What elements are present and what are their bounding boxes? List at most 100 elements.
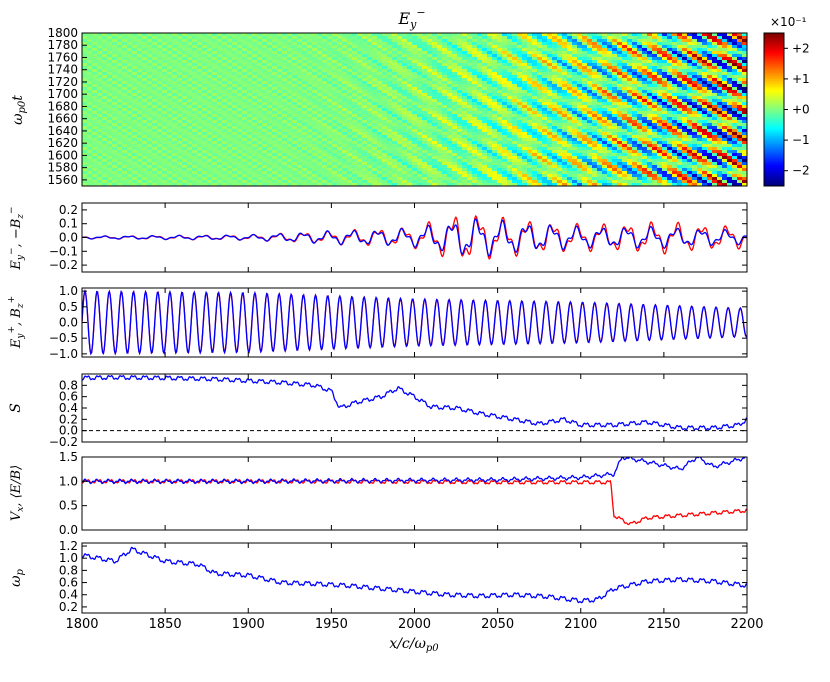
heatmap-cell	[342, 75, 348, 79]
heatmap-cell	[472, 147, 478, 151]
heatmap-cell	[182, 129, 188, 133]
heatmap-cell	[227, 33, 233, 37]
heatmap-cell	[472, 150, 478, 154]
heatmap-cell	[402, 108, 408, 112]
heatmap-cell	[537, 105, 543, 109]
heatmap-cell	[422, 150, 428, 154]
heatmap-cell	[502, 123, 508, 127]
heatmap-cell	[552, 111, 558, 115]
heatmap-cell	[232, 75, 238, 79]
heatmap-cell	[137, 102, 143, 106]
heatmap-cell	[162, 48, 168, 52]
heatmap-cell	[172, 120, 178, 124]
heatmap-cell	[537, 132, 543, 136]
heatmap-cell	[362, 54, 368, 58]
heatmap-cell	[297, 105, 303, 109]
heatmap-cell	[247, 51, 253, 55]
heatmap-cell	[377, 123, 383, 127]
heatmap-cell	[142, 99, 148, 103]
heatmap-cell	[262, 141, 268, 145]
heatmap-cell	[212, 150, 218, 154]
heatmap-cell	[332, 135, 338, 139]
heatmap-cell	[427, 36, 433, 40]
heatmap-cell	[92, 138, 98, 142]
heatmap-cell	[232, 84, 238, 88]
heatmap-cell	[372, 180, 378, 184]
heatmap-cell	[367, 177, 373, 181]
heatmap-cell	[517, 138, 523, 142]
heatmap-cell	[272, 51, 278, 55]
heatmap-cell	[137, 138, 143, 142]
heatmap-cell	[427, 150, 433, 154]
heatmap-cell	[297, 174, 303, 178]
heatmap-cell	[382, 156, 388, 160]
heatmap-cell	[107, 45, 113, 49]
heatmap-cell	[157, 168, 163, 172]
heatmap-cell	[502, 162, 508, 166]
heatmap-cell	[537, 33, 543, 37]
heatmap-cell	[397, 33, 403, 37]
heatmap-cell	[217, 135, 223, 139]
heatmap-cell	[462, 153, 468, 157]
heatmap-cell	[527, 117, 533, 121]
heatmap-cell	[122, 156, 128, 160]
heatmap-cell	[277, 51, 283, 55]
heatmap-cell	[297, 153, 303, 157]
heatmap-cell	[382, 159, 388, 163]
heatmap-cell	[172, 99, 178, 103]
heatmap-cell	[287, 168, 293, 172]
heatmap-cell	[167, 75, 173, 79]
heatmap-cell	[332, 57, 338, 61]
heatmap-cell	[482, 162, 488, 166]
heatmap-cell	[457, 111, 463, 115]
heatmap-cell	[557, 156, 563, 160]
heatmap-cell	[207, 174, 213, 178]
heatmap-cell	[217, 93, 223, 97]
heatmap-cell	[112, 114, 118, 118]
heatmap-cell	[82, 69, 88, 73]
heatmap-cell	[407, 93, 413, 97]
heatmap-cell	[317, 126, 323, 130]
heatmap-cell	[202, 147, 208, 151]
heatmap-cell	[362, 111, 368, 115]
heatmap-cell	[282, 168, 288, 172]
heatmap-cell	[297, 177, 303, 181]
heatmap-cell	[547, 159, 553, 163]
heatmap-cell	[472, 135, 478, 139]
heatmap-cell	[237, 69, 243, 73]
heatmap-cell	[327, 153, 333, 157]
heatmap-cell	[402, 93, 408, 97]
heatmap-cell	[462, 126, 468, 130]
heatmap-cell	[477, 174, 483, 178]
heatmap-cell	[252, 99, 258, 103]
heatmap-cell	[122, 105, 128, 109]
heatmap-cell	[277, 108, 283, 112]
heatmap-cell	[487, 138, 493, 142]
heatmap-cell	[477, 51, 483, 55]
heatmap-cell	[367, 48, 373, 52]
heatmap-cell	[247, 63, 253, 67]
heatmap-cell	[177, 81, 183, 85]
heatmap-cell	[412, 66, 418, 70]
heatmap-cell	[507, 180, 513, 184]
heatmap-cell	[542, 84, 548, 88]
heatmap-cell	[557, 93, 563, 97]
heatmap-cell	[532, 141, 538, 145]
heatmap-cell	[207, 114, 213, 118]
heatmap-cell	[392, 102, 398, 106]
heatmap-cell	[232, 156, 238, 160]
heatmap-cell	[337, 69, 343, 73]
heatmap-cell	[152, 153, 158, 157]
heatmap-cell	[272, 168, 278, 172]
heatmap-cell	[347, 123, 353, 127]
heatmap-cell	[187, 72, 193, 76]
heatmap-cell	[227, 54, 233, 58]
heatmap-cell	[512, 132, 518, 136]
heatmap-cell	[457, 135, 463, 139]
heatmap-cell	[402, 99, 408, 103]
heatmap-cell	[342, 150, 348, 154]
heatmap-cell	[567, 45, 573, 49]
heatmap-cell	[537, 117, 543, 121]
heatmap-cell	[292, 81, 298, 85]
heatmap-cell	[112, 126, 118, 130]
